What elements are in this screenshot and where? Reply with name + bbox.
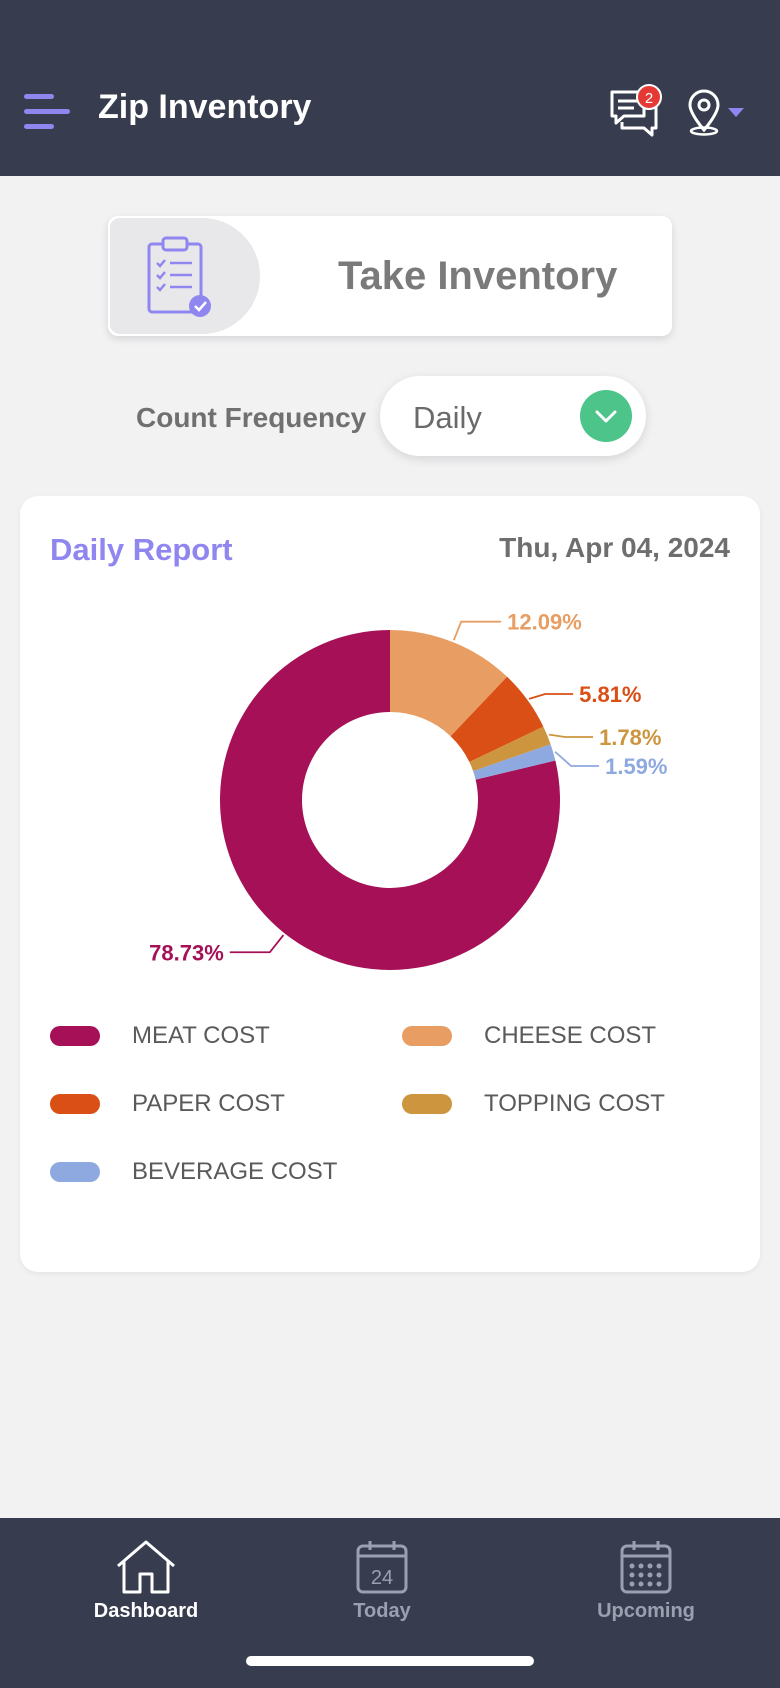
data-label-paper: 5.81% xyxy=(579,682,641,707)
legend-swatch-cheese xyxy=(402,1026,452,1046)
take-inventory-label: Take Inventory xyxy=(338,254,618,298)
leader-line-meat xyxy=(229,934,285,954)
leader-line-paper xyxy=(528,693,574,700)
home-icon xyxy=(117,1540,175,1594)
take-inventory-icon-area xyxy=(110,218,260,334)
legend-label-paper: PAPER COST xyxy=(132,1090,285,1117)
legend-label-topping: TOPPING COST xyxy=(484,1090,665,1117)
data-label-meat: 78.73% xyxy=(149,940,224,965)
nav-dashboard-label: Dashboard xyxy=(93,1600,199,1622)
home-indicator xyxy=(246,1656,534,1666)
legend-label-beverage: BEVERAGE COST xyxy=(132,1158,338,1185)
data-label-beverage: 1.59% xyxy=(605,754,667,779)
chevron-down-icon xyxy=(728,108,744,117)
slice-paper xyxy=(450,676,544,763)
slice-cheese xyxy=(390,630,508,737)
count-frequency-value: Daily xyxy=(413,400,482,435)
slice-meat xyxy=(219,630,560,970)
legend-swatch-meat xyxy=(50,1026,100,1046)
slice-topping xyxy=(469,726,551,772)
daily-report-card: Daily Report Thu, Apr 04, 2024 78.73% 12.… xyxy=(20,496,760,1272)
notification-badge: 2 xyxy=(636,84,662,110)
count-frequency-label: Count Frequency xyxy=(136,402,367,433)
calendar-grid-icon xyxy=(620,1541,672,1594)
nav-upcoming[interactable]: Upcoming xyxy=(566,1538,726,1638)
slice-beverage xyxy=(473,744,556,780)
take-inventory-button[interactable]: Take Inventory xyxy=(108,216,672,336)
location-pin-icon xyxy=(688,89,720,136)
chat-button[interactable]: 2 xyxy=(608,84,662,140)
nav-today-label: Today xyxy=(353,1600,411,1622)
calendar-day-icon: 24 xyxy=(356,1541,408,1594)
legend-label-meat: MEAT COST xyxy=(132,1022,270,1049)
report-date: Thu, Apr 04, 2024 xyxy=(499,532,730,563)
legend-swatch-beverage xyxy=(50,1162,100,1182)
app-title: Zip Inventory xyxy=(98,88,312,126)
calendar-day-number: 24 xyxy=(371,1567,393,1589)
hamburger-icon[interactable] xyxy=(24,92,74,132)
leader-line-cheese xyxy=(452,620,502,641)
app-header: Zip Inventory 2 xyxy=(0,0,780,176)
chevron-down-icon xyxy=(580,390,632,442)
leader-line-beverage xyxy=(554,751,600,767)
nav-upcoming-label: Upcoming xyxy=(597,1600,695,1622)
legend-label-cheese: CHEESE COST xyxy=(484,1022,657,1049)
data-label-cheese: 12.09% xyxy=(507,610,582,635)
legend-swatch-paper xyxy=(50,1094,100,1114)
location-selector[interactable] xyxy=(684,88,744,136)
data-label-topping: 1.78% xyxy=(599,725,661,750)
nav-dashboard[interactable]: Dashboard xyxy=(66,1538,226,1638)
legend-swatch-topping xyxy=(402,1094,452,1114)
count-frequency-select[interactable]: Daily xyxy=(380,376,646,456)
leader-line-topping xyxy=(548,733,594,738)
report-title: Daily Report xyxy=(50,532,233,567)
nav-today[interactable]: 24 Today xyxy=(302,1538,462,1638)
clipboard-check-icon xyxy=(147,236,211,317)
cost-donut-chart: 78.73% 12.09% 5.81% 1.78% 1.59% xyxy=(149,610,667,970)
